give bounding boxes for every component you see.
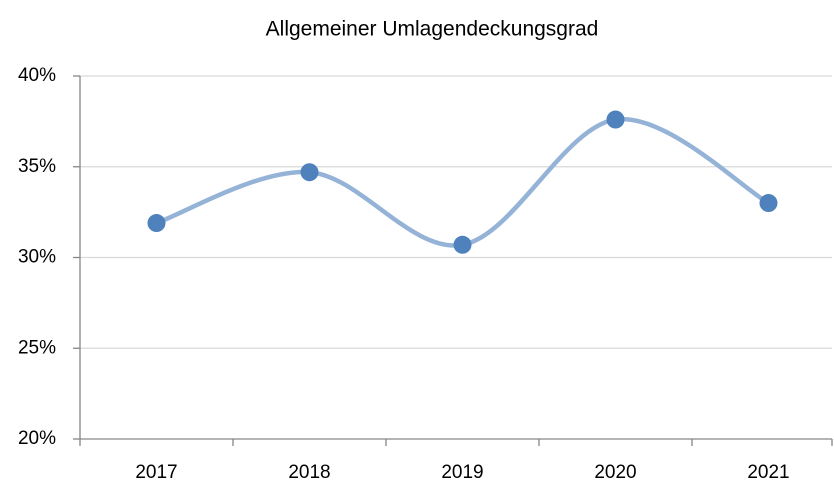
- marker: [453, 235, 472, 254]
- x-tick-label: 2019: [441, 462, 483, 483]
- marker: [606, 110, 625, 129]
- x-tick-label: 2018: [288, 462, 330, 483]
- y-tick-label: 35%: [18, 156, 56, 177]
- chart-title: Allgemeiner Umlagendeckungsgrad: [266, 18, 599, 41]
- y-tick-label: 40%: [18, 65, 56, 86]
- x-tick-label: 2017: [135, 462, 177, 483]
- line: [154, 117, 771, 248]
- marker: [759, 194, 778, 213]
- x-tick-label: 2021: [747, 462, 789, 483]
- y-tick-label: 20%: [18, 428, 56, 449]
- y-tick-label: 30%: [18, 247, 56, 268]
- marker: [300, 163, 319, 182]
- y-tick-label: 25%: [18, 337, 56, 358]
- marker: [147, 214, 166, 233]
- x-tick-label: 2020: [594, 462, 636, 483]
